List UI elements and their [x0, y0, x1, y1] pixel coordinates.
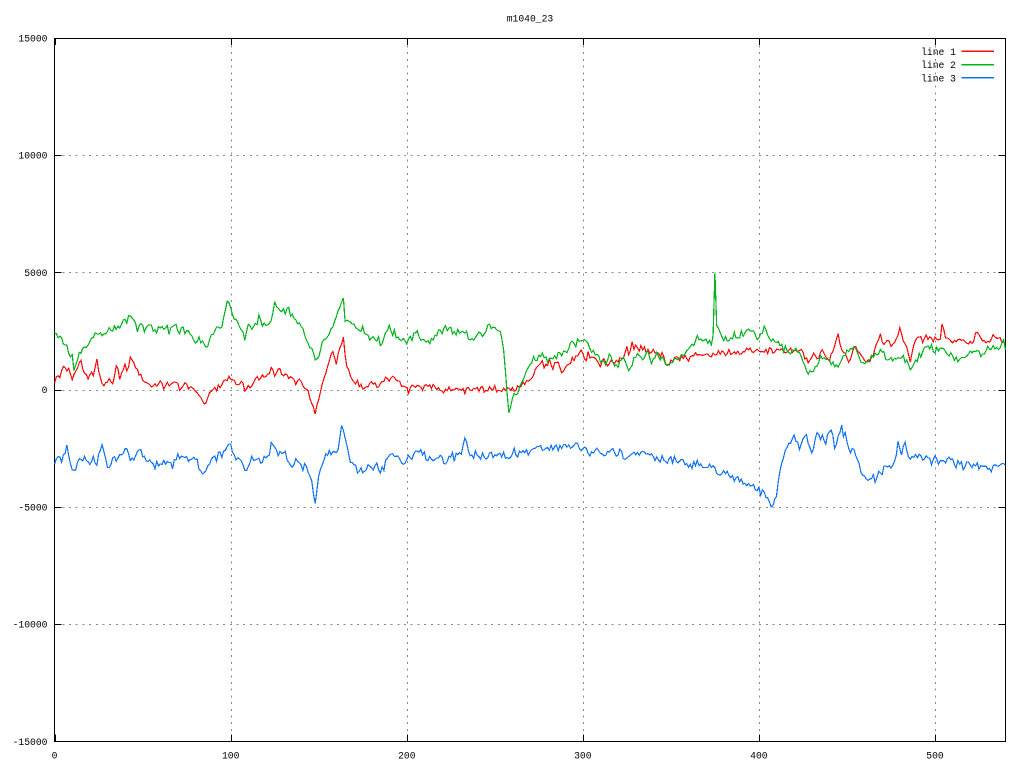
svg-text:line 2: line 2 [921, 60, 956, 71]
svg-text:m1040_23: m1040_23 [507, 14, 554, 25]
svg-text:line 3: line 3 [921, 73, 956, 84]
svg-text:-15000: -15000 [13, 737, 48, 748]
svg-text:line 1: line 1 [921, 47, 956, 58]
svg-text:10000: 10000 [18, 151, 47, 162]
svg-text:300: 300 [574, 751, 592, 762]
svg-text:-10000: -10000 [13, 620, 48, 631]
svg-text:400: 400 [750, 751, 768, 762]
svg-text:0: 0 [52, 751, 58, 762]
svg-text:-5000: -5000 [18, 502, 47, 513]
svg-text:500: 500 [926, 751, 944, 762]
svg-text:100: 100 [222, 751, 240, 762]
svg-text:200: 200 [398, 751, 416, 762]
svg-text:0: 0 [42, 385, 48, 396]
svg-text:5000: 5000 [24, 268, 47, 279]
svg-text:15000: 15000 [18, 33, 47, 44]
